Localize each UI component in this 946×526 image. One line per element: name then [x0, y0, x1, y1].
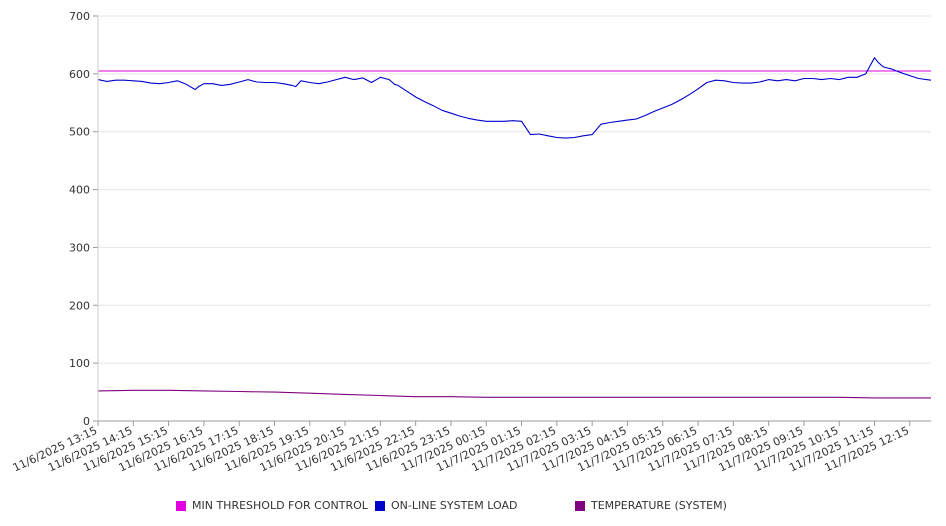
y-axis-ticks: 0 100 200 300 400 500 600 700 [69, 10, 98, 428]
legend-item-min-threshold[interactable]: MIN THRESHOLD FOR CONTROL [176, 499, 368, 512]
y-tick-label: 700 [69, 10, 90, 23]
y-tick-label: 500 [69, 126, 90, 139]
legend-item-system-load[interactable]: ON-LINE SYSTEM LOAD [375, 499, 517, 512]
y-tick-label: 0 [83, 415, 90, 428]
legend-label-min-threshold: MIN THRESHOLD FOR CONTROL [192, 499, 368, 512]
y-tick-label: 600 [69, 68, 90, 81]
legend-label-system-load: ON-LINE SYSTEM LOAD [391, 499, 518, 512]
legend-item-temperature[interactable]: TEMPERATURE (SYSTEM) [575, 499, 727, 512]
legend-label-temperature: TEMPERATURE (SYSTEM) [591, 499, 727, 512]
y-tick-label: 100 [69, 357, 90, 370]
y-tick-label: 300 [69, 241, 90, 254]
legend-swatch-temperature [575, 500, 585, 511]
y-tick-label: 400 [69, 184, 90, 197]
series-line-temperature-system [97, 389, 931, 399]
series-line-on-line-system-load [97, 57, 932, 139]
grid-lines [98, 15, 931, 364]
legend-swatch-system-load [375, 500, 385, 511]
y-tick-label: 200 [69, 299, 90, 312]
legend-swatch-min-threshold [176, 500, 186, 511]
legend: MIN THRESHOLD FOR CONTROL ON-LINE SYSTEM… [0, 499, 946, 515]
series-lines [97, 57, 932, 399]
